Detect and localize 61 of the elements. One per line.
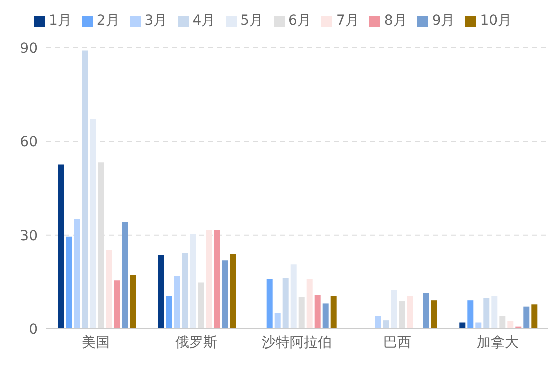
x-tick-label: 俄罗斯 [176,334,218,351]
bar [290,264,297,329]
legend-label: 1月 [48,13,72,29]
y-tick-label: 90 [20,40,38,57]
bar [182,253,188,329]
bar [274,313,281,329]
bar [431,300,438,329]
bar [58,164,64,329]
x-tick-label: 加拿大 [476,334,519,351]
y-tick-label: 0 [29,322,38,338]
bar [508,322,514,329]
y-tick-label: 30 [20,228,38,244]
bar [114,280,120,329]
x-tick-label: 沙特阿拉伯 [262,334,332,351]
bar [375,316,382,329]
bar [266,279,273,329]
bar [66,236,72,329]
x-tick-label: 美国 [82,334,110,351]
legend-label: 9月 [432,13,456,29]
bar [230,254,236,329]
bar [106,250,112,329]
legend-label: 8月 [384,13,408,29]
bar [492,296,498,329]
y-tick-label: 60 [20,134,38,151]
bar [198,282,204,329]
bar [206,230,212,329]
bar [532,304,538,329]
bar [322,304,329,329]
bar [190,234,196,329]
bar [484,298,490,329]
bar [306,279,313,329]
bar [158,255,164,329]
bar [122,222,128,329]
bar [391,290,398,329]
bar [214,230,220,329]
bar [130,275,136,329]
legend-label: 4月 [192,13,216,29]
legend-label: 5月 [240,13,264,29]
bar [222,260,228,329]
bar [298,297,305,329]
bar [500,316,506,329]
bar [174,276,180,329]
bar [407,296,414,329]
bar [82,50,88,329]
bar [90,119,96,329]
legend-label: 6月 [288,13,312,29]
bar [383,320,390,329]
bar [74,219,80,329]
bar [524,306,530,329]
bar [314,295,321,329]
legend-label: 10月 [480,13,512,29]
legend-label: 7月 [336,13,360,29]
bar [423,293,430,329]
bar [399,302,406,329]
legend-label: 2月 [96,13,120,29]
legend-label: 3月 [144,13,168,29]
bar [330,296,337,329]
bar [468,300,474,329]
x-tick-label: 巴西 [383,334,412,351]
bar [166,296,172,329]
bar [282,278,289,329]
